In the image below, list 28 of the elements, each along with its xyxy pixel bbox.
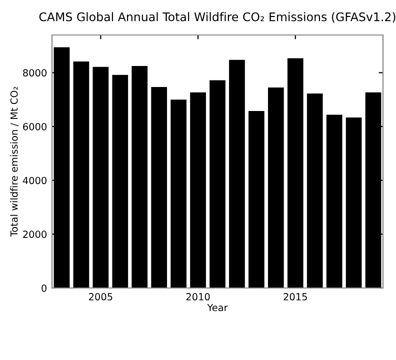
bar (53, 46, 70, 288)
y-tick-label: 0 (42, 284, 46, 292)
bar (189, 92, 207, 288)
bar (112, 74, 129, 288)
bar (92, 66, 110, 288)
bar (364, 92, 382, 288)
bar (150, 86, 168, 288)
x-tick-label: 2015 (284, 293, 307, 300)
bar (326, 114, 343, 288)
x-tick-label: 2005 (89, 293, 112, 300)
bar (170, 98, 188, 288)
bar (345, 116, 362, 288)
bar (306, 92, 324, 288)
bar (228, 59, 246, 288)
bar (267, 86, 285, 288)
y-tick-label: 6000 (23, 122, 46, 130)
chart-title: CAMS Global Annual Total Wildfire CO₂ Emissions (GFASv1.2) (39, 12, 396, 23)
y-tick-label: 4000 (22, 176, 46, 184)
bar (72, 60, 90, 288)
bar (208, 80, 226, 288)
x-axis-title: Year (207, 304, 228, 312)
y-tick-label: 2000 (23, 230, 46, 238)
bar (248, 110, 266, 288)
bar (286, 58, 304, 288)
bar (130, 65, 148, 288)
y-axis-title: Total wildfire emission / Mt CO₂ (10, 86, 18, 237)
y-tick-label: 8000 (23, 69, 46, 77)
x-tick-label: 2010 (186, 293, 210, 300)
